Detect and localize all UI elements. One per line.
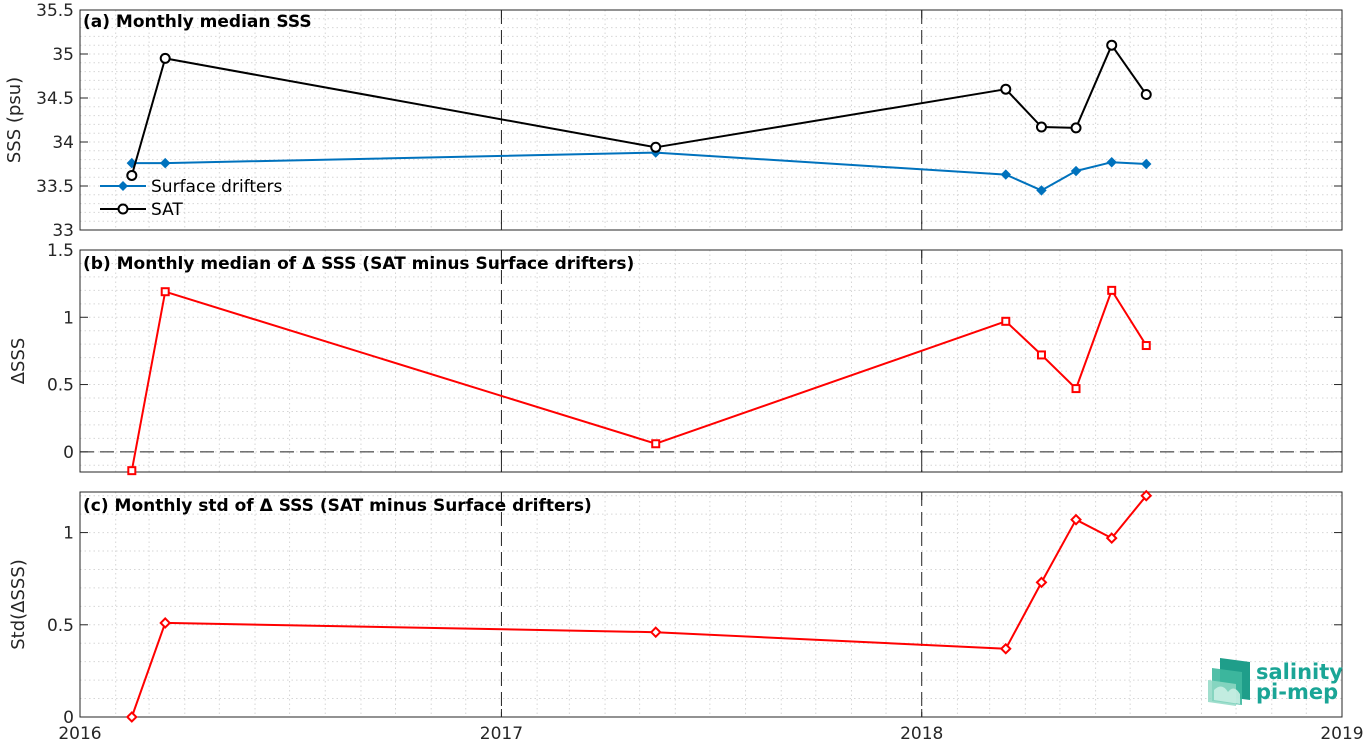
y-tick-label: 0 [63, 708, 74, 728]
data-point [1036, 185, 1047, 196]
data-point [1071, 384, 1081, 394]
data-point [126, 169, 138, 181]
logo-mark-icon [1208, 658, 1250, 706]
data-point [1000, 83, 1012, 95]
data-point [1106, 39, 1118, 51]
x-tick-label: 2017 [480, 724, 523, 744]
y-tick-label: 33 [52, 221, 74, 241]
series-line [130, 44, 1148, 176]
panel-title: (a) Monthly median SSS [83, 12, 312, 32]
y-tick-label: 1 [63, 524, 74, 544]
data-point [999, 642, 1012, 655]
y-tick-label: 1.5 [47, 241, 74, 261]
data-point [159, 52, 171, 64]
x-tick-label: 2019 [1320, 724, 1363, 744]
data-point [1070, 122, 1082, 134]
panel-a: 33 33.5 34 34.5 35 35.5 SSS (psu) (a) Monthly m… [4, 1, 1343, 241]
data-point [1036, 350, 1046, 360]
panel-c: 0 0.5 1 2016 2017 2018 2019 Std(ΔSSS) (c) Monthl… [8, 489, 1364, 744]
grid [80, 492, 1342, 718]
y-tick-label: 34 [52, 133, 74, 153]
y-tick-label: 34.5 [36, 89, 74, 109]
data-point [1070, 513, 1082, 526]
series-panel-c-0 [125, 489, 1153, 723]
x-tick-label: 2018 [900, 724, 943, 744]
data-point [1106, 157, 1117, 168]
data-point [1000, 169, 1011, 180]
legend: Surface drifters SAT [100, 177, 282, 220]
y-tick-label: 0.5 [47, 616, 74, 636]
x-tick-label: 2016 [58, 724, 101, 744]
axes-frame [79, 249, 1343, 473]
data-point [1107, 285, 1117, 295]
series-panel-b-0 [127, 285, 1151, 476]
logo-text-pi-mep: pi-mep [1256, 680, 1338, 704]
series-line [130, 289, 1148, 471]
legend-marker-sat [117, 203, 129, 215]
logo-text-salinity: salinity [1256, 660, 1343, 684]
data-point [160, 157, 171, 169]
axes-frame [79, 491, 1343, 718]
data-point [125, 711, 138, 723]
series-sat [126, 39, 1152, 181]
panel-b: 0 0.5 1 1.5 ΔSSS (b) Monthly median of Δ SSS … [8, 241, 1343, 476]
data-point [1141, 341, 1151, 351]
panels: 33 33.5 34 34.5 35 35.5 SSS (psu) (a) Monthly m… [4, 1, 1364, 744]
panel-title: (b) Monthly median of Δ SSS (SAT minus S… [83, 254, 634, 274]
y-tick-label: 35 [52, 45, 74, 65]
data-point [649, 626, 662, 639]
y-axis-label: Std(ΔSSS) [8, 559, 29, 650]
data-point [127, 466, 137, 476]
legend-label-sat: SAT [151, 200, 183, 220]
data-point [651, 439, 661, 449]
data-point [1105, 532, 1118, 545]
data-point [159, 617, 172, 629]
data-point [1141, 158, 1152, 170]
data-point [160, 287, 170, 297]
legend-label-surface-drifters: Surface drifters [151, 177, 282, 197]
data-point [1070, 165, 1082, 177]
data-point [1035, 121, 1047, 133]
data-point [1035, 576, 1048, 589]
legend-marker-surface-drifters [118, 181, 128, 191]
panel-title: (c) Monthly std of Δ SSS (SAT minus Surf… [83, 496, 592, 516]
grid [80, 249, 1342, 472]
y-tick-label: 1 [63, 308, 74, 328]
y-tick-label: 33.5 [36, 177, 74, 197]
data-point [1140, 88, 1152, 100]
data-point [1001, 316, 1011, 326]
plot-area [80, 492, 1342, 717]
series-line [130, 495, 1148, 718]
salinity-pi-mep-logo: salinity pi-mep [1208, 658, 1343, 706]
y-tick-label: 0.5 [47, 376, 74, 396]
plot-area [80, 250, 1342, 472]
y-axis-label: ΔSSS [8, 338, 29, 385]
y-tick-label: 0 [63, 443, 74, 463]
data-point [650, 141, 662, 153]
data-point [1140, 489, 1153, 502]
series-line [131, 151, 1147, 192]
axes-frame [79, 9, 1343, 231]
y-tick-label: 35.5 [36, 1, 74, 21]
y-axis-label: SSS (psu) [4, 77, 25, 163]
plot-area [80, 10, 1342, 230]
